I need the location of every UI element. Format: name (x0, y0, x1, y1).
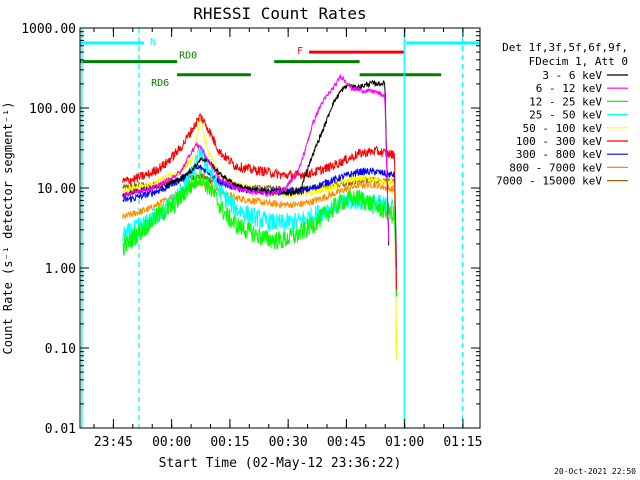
x-axis-label: Start Time (02-May-12 23:36:22) (159, 456, 402, 471)
y-axis-label: Count Rate (s⁻¹ detector segment⁻¹) (1, 102, 15, 355)
y-axis: 0.01 0.10 1.00 10.00 100.00 1000.00 (21, 22, 480, 437)
footer-timestamp: 20-Oct-2021 22:50 (554, 467, 636, 476)
legend-label: 50 - 100 keV (523, 122, 603, 135)
y-tick-label: 1000.00 (21, 22, 76, 37)
x-tick-label: 00:15 (210, 435, 249, 450)
legend-header-line-2: FDecim 1, Att 0 (529, 55, 628, 68)
y-tick-label: 0.01 (45, 422, 76, 437)
series-line (122, 79, 390, 246)
flag-label: RD0 (179, 51, 197, 62)
series-line (122, 177, 397, 360)
y-tick-label: 10.00 (37, 182, 76, 197)
x-tick-label: 01:15 (443, 435, 482, 450)
flag-label: RD6 (151, 78, 169, 89)
chart-title: RHESSI Count Rates (193, 4, 366, 23)
y-tick-label: 0.10 (45, 342, 76, 357)
y-tick-label: 100.00 (29, 102, 76, 117)
legend-label: 100 - 300 keV (516, 135, 602, 148)
x-tick-label: 00:30 (269, 435, 308, 450)
legend-label: 6 - 12 keV (536, 82, 603, 95)
flag-bars: N F RD0 RD6 (80, 37, 480, 89)
series-line (122, 168, 397, 297)
series-lines (122, 74, 397, 360)
series-line (122, 113, 397, 291)
legend-label: 7000 - 15000 keV (496, 175, 602, 188)
plot-frame (79, 27, 481, 429)
flag-label: N (150, 37, 156, 48)
series-line (122, 74, 390, 242)
x-axis: 23:45 00:00 00:15 00:30 00:45 01:00 01:15 (93, 28, 482, 450)
legend-header-line-1: Det 1f,3f,5f,6f,9f, (502, 41, 628, 54)
legend-label: 3 - 6 keV (542, 69, 602, 82)
series-line (122, 144, 397, 295)
legend-label: 12 - 25 keV (529, 95, 602, 108)
flag-label: F (297, 46, 303, 57)
x-tick-label: 00:45 (327, 435, 366, 450)
x-tick-label: 01:00 (385, 435, 424, 450)
x-tick-label: 00:00 (152, 435, 191, 450)
legend-label: 300 - 800 keV (516, 148, 602, 161)
y-tick-label: 1.00 (45, 262, 76, 277)
x-tick-label: 23:45 (94, 435, 133, 450)
legend: Det 1f,3f,5f,6f,9f, FDecim 1, Att 0 3 - … (496, 41, 628, 188)
legend-label: 800 - 7000 keV (509, 161, 602, 174)
legend-label: 25 - 50 keV (529, 109, 602, 122)
